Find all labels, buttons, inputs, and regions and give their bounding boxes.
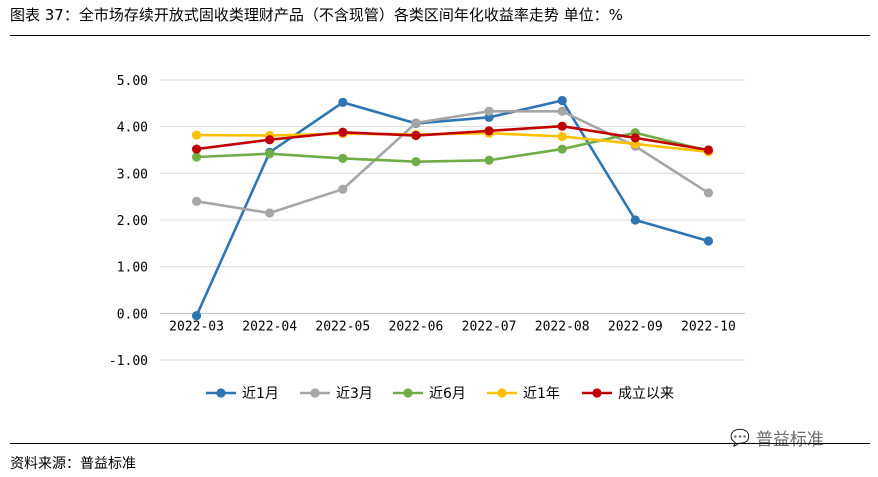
legend-marker — [216, 388, 226, 398]
series-point — [338, 153, 348, 163]
bottom-rule — [10, 443, 870, 444]
y-tick-label: 1.00 — [117, 261, 148, 276]
x-tick-label: 2022-05 — [315, 319, 370, 334]
series-point — [411, 157, 421, 167]
series-point — [484, 106, 494, 116]
x-tick-label: 2022-10 — [681, 319, 736, 334]
series-line — [195, 99, 709, 317]
series-point — [703, 145, 714, 155]
wechat-icon: 💬 — [730, 428, 750, 447]
y-tick-label: -1.00 — [109, 354, 148, 369]
legend-marker — [403, 388, 413, 398]
y-tick-label: 0.00 — [117, 307, 148, 322]
series-point — [630, 133, 640, 143]
top-rule — [10, 35, 870, 36]
legend-marker — [497, 388, 507, 398]
series-point — [338, 97, 348, 107]
series-point — [411, 118, 421, 128]
series-point — [411, 130, 421, 141]
line-chart: -1.00 0.00 1.00 2.00 3.00 4.00 5.00 2022-03 2022… — [109, 74, 745, 402]
x-tick-label: 2022-04 — [242, 319, 297, 334]
x-tick-label: 2022-03 — [169, 319, 224, 334]
series-point — [630, 215, 640, 225]
legend-label: 近1年 — [523, 386, 560, 402]
legend-label: 近6月 — [429, 386, 466, 402]
x-tick-label: 2022-08 — [535, 319, 590, 334]
series-point — [191, 311, 202, 321]
series-point — [265, 149, 275, 159]
watermark: 💬 普益标准 — [730, 425, 824, 450]
series-point — [191, 152, 202, 162]
y-tick-label: 4.00 — [117, 121, 148, 136]
series-point — [557, 144, 567, 154]
legend-label: 近1月 — [242, 386, 279, 402]
y-tick-label: 2.00 — [117, 214, 148, 229]
legend-label: 成立以来 — [618, 386, 674, 402]
watermark-label: 普益标准 — [755, 430, 824, 450]
series-point — [484, 155, 494, 165]
y-tick-label: 3.00 — [117, 167, 148, 182]
series-line — [196, 109, 710, 215]
series-point — [265, 135, 275, 145]
series-point — [557, 95, 567, 106]
legend-label: 近3月 — [336, 386, 373, 402]
series-point — [557, 121, 567, 131]
y-tick-label: 5.00 — [117, 74, 148, 89]
series-point — [191, 144, 202, 154]
series-point — [703, 236, 714, 246]
series-point — [338, 184, 348, 194]
series-point — [703, 188, 714, 198]
series-point — [338, 127, 348, 137]
series-point — [191, 130, 202, 140]
series-line — [196, 124, 709, 152]
series-point — [557, 106, 567, 116]
legend-marker — [592, 388, 602, 398]
series-point — [557, 131, 567, 142]
x-tick-label: 2022-06 — [389, 319, 444, 334]
series-point — [484, 126, 494, 136]
series-point — [265, 208, 275, 218]
chart-title: 图表 37：全市场存续开放式固收类理财产品（不含现管）各类区间年化收益率走势 单… — [10, 6, 623, 24]
legend-marker — [310, 388, 320, 398]
series-point — [191, 196, 202, 206]
source-note: 资料来源：普益标准 — [10, 456, 136, 472]
x-tick-label: 2022-07 — [462, 319, 517, 334]
x-tick-label: 2022-09 — [608, 319, 663, 334]
